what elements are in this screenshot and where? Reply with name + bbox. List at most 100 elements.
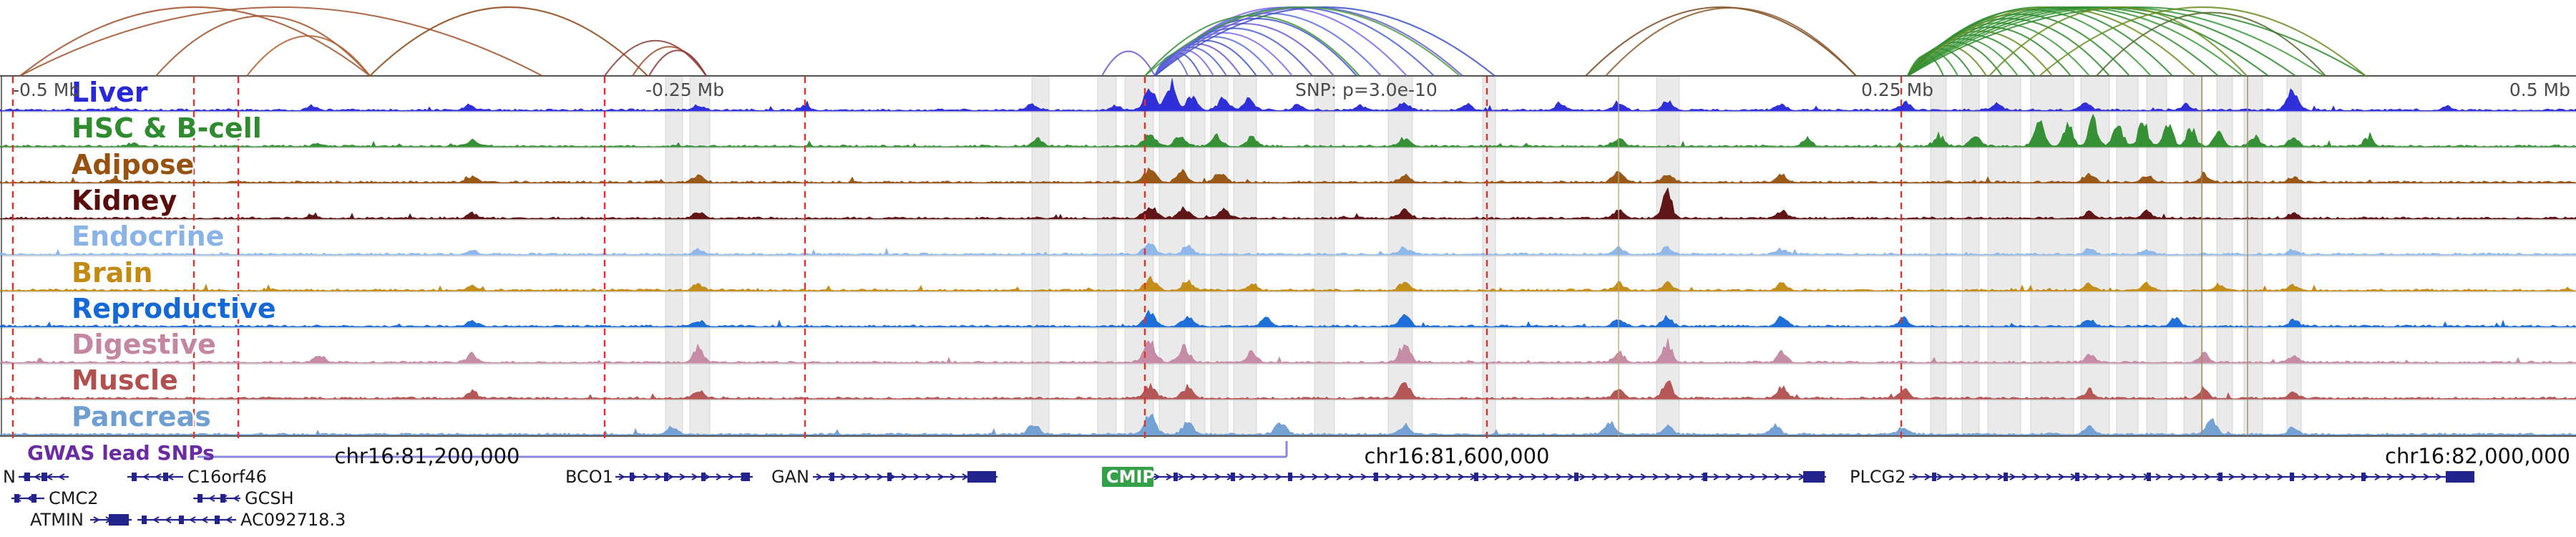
gene-exon-block xyxy=(2218,473,2223,481)
gene-direction-chevron-icon xyxy=(716,473,723,480)
gene-exon-block xyxy=(1803,471,1825,483)
gene-direction-chevron-icon xyxy=(852,473,860,480)
gene-direction-chevron-icon xyxy=(1336,473,1344,480)
gene-direction-chevron-icon xyxy=(2021,473,2029,480)
gene-direction-chevron-icon xyxy=(925,473,933,480)
gene-exon-block xyxy=(24,473,30,481)
gene-direction-chevron-icon xyxy=(1591,473,1599,480)
interaction-arc xyxy=(1907,6,2219,77)
gene-gan[interactable]: GAN xyxy=(771,467,997,487)
gene-exon-block xyxy=(179,516,184,524)
gene-direction-chevron-icon xyxy=(1494,473,1502,480)
gene-direction-chevron-icon xyxy=(57,473,65,480)
gene-exon-block xyxy=(1288,473,1292,481)
gene-exon-block xyxy=(132,473,137,481)
gene-direction-chevron-icon xyxy=(1324,473,1332,480)
gene-exon-block xyxy=(220,494,225,503)
gene-exon-block xyxy=(197,494,203,503)
gene-direction-chevron-icon xyxy=(2082,473,2090,480)
gene-direction-chevron-icon xyxy=(1579,473,1587,480)
gene-direction-chevron-icon xyxy=(2180,473,2187,480)
gene-direction-chevron-icon xyxy=(1912,473,1920,480)
gene-cmc2[interactable]: CMC2 xyxy=(11,488,99,508)
gene-exon-block xyxy=(163,473,168,481)
gene-direction-chevron-icon xyxy=(1202,473,1210,480)
gene-direction-chevron-icon xyxy=(2240,473,2248,480)
gene-direction-chevron-icon xyxy=(1774,473,1782,480)
gene-direction-chevron-icon xyxy=(1190,473,1198,480)
gene-c16orf46[interactable]: C16orf46 xyxy=(127,467,267,487)
gene-direction-chevron-icon xyxy=(1299,473,1307,480)
gene-direction-chevron-icon xyxy=(1567,473,1575,480)
signal-track-hsc-b-cell xyxy=(0,113,2576,147)
gene-direction-chevron-icon xyxy=(2374,473,2382,480)
gene-bco1[interactable]: BCO1 xyxy=(565,467,753,487)
gene-direction-chevron-icon xyxy=(1263,473,1271,480)
signal-track-brain xyxy=(0,275,2576,291)
gene-direction-chevron-icon xyxy=(864,473,872,480)
gene-direction-chevron-icon xyxy=(1251,473,1259,480)
gene-direction-chevron-icon xyxy=(1239,473,1246,480)
gene-ac092718-3[interactable]: AC092718.3 xyxy=(137,510,346,530)
gene-direction-chevron-icon xyxy=(208,495,215,502)
gene-direction-chevron-icon xyxy=(2094,473,2102,480)
track-separators xyxy=(0,75,2576,437)
gene-exon-block xyxy=(142,516,147,524)
gene-n[interactable]: N xyxy=(3,467,69,487)
gene-direction-chevron-icon xyxy=(232,495,240,502)
gene-direction-chevron-icon xyxy=(1924,473,1932,480)
interaction-arc xyxy=(369,6,648,77)
gene-exon-block xyxy=(1474,473,1478,481)
gene-direction-chevron-icon xyxy=(691,473,699,480)
gene-direction-chevron-icon xyxy=(2119,473,2127,480)
gene-label: GCSH xyxy=(245,488,294,508)
gene-direction-chevron-icon xyxy=(703,473,711,480)
interaction-arc xyxy=(604,39,707,77)
gene-cmip[interactable]: CMIP xyxy=(1102,467,1826,487)
gene-direction-chevron-icon xyxy=(816,473,824,480)
gene-direction-chevron-icon xyxy=(2034,473,2041,480)
gene-exon-block xyxy=(630,473,634,481)
gene-exon-block xyxy=(1703,473,1707,481)
gene-exon-block xyxy=(2361,473,2366,481)
interaction-arc xyxy=(246,35,371,77)
gene-direction-chevron-icon xyxy=(1385,473,1392,480)
gene-direction-chevron-icon xyxy=(913,473,921,480)
gene-direction-chevron-icon xyxy=(2399,473,2406,480)
gene-direction-chevron-icon xyxy=(1737,473,1745,480)
gene-direction-chevron-icon xyxy=(679,473,687,480)
gene-label: BCO1 xyxy=(565,467,613,487)
gene-direction-chevron-icon xyxy=(2423,473,2431,480)
gene-label: PLCG2 xyxy=(1850,467,1906,487)
gene-direction-chevron-icon xyxy=(1409,473,1417,480)
gene-direction-chevron-icon xyxy=(1628,473,1636,480)
signal-track-pancreas xyxy=(0,413,2576,436)
gene-exon-block xyxy=(1574,473,1579,481)
interaction-arc xyxy=(1144,6,1460,77)
gene-exon-block xyxy=(31,494,36,503)
gene-exon-block xyxy=(1374,473,1378,481)
gene-direction-chevron-icon xyxy=(200,516,208,523)
gene-direction-chevron-icon xyxy=(2046,473,2054,480)
gene-label: AC092718.3 xyxy=(240,510,346,530)
gene-direction-chevron-icon xyxy=(1531,473,1538,480)
gene-exon-block xyxy=(1174,473,1178,481)
interaction-arc xyxy=(1144,15,1360,77)
gene-direction-chevron-icon xyxy=(728,473,736,480)
gene-direction-chevron-icon xyxy=(2411,473,2419,480)
interaction-arc xyxy=(1585,6,1857,77)
gene-direction-chevron-icon xyxy=(93,516,101,523)
gene-direction-chevron-icon xyxy=(1677,473,1684,480)
gene-exon-block xyxy=(2004,473,2008,481)
gene-atmin[interactable]: ATMIN xyxy=(30,510,132,530)
gene-direction-chevron-icon xyxy=(2301,473,2309,480)
gene-gcsh[interactable]: GCSH xyxy=(193,488,294,508)
gene-label: CMIP xyxy=(1106,467,1155,487)
gene-direction-chevron-icon xyxy=(1604,473,1611,480)
gene-direction-chevron-icon xyxy=(2009,473,2017,480)
gene-direction-chevron-icon xyxy=(901,473,909,480)
interaction-arc xyxy=(2096,11,2326,77)
gene-plcg2[interactable]: PLCG2 xyxy=(1850,467,2474,487)
gene-direction-chevron-icon xyxy=(1750,473,1757,480)
